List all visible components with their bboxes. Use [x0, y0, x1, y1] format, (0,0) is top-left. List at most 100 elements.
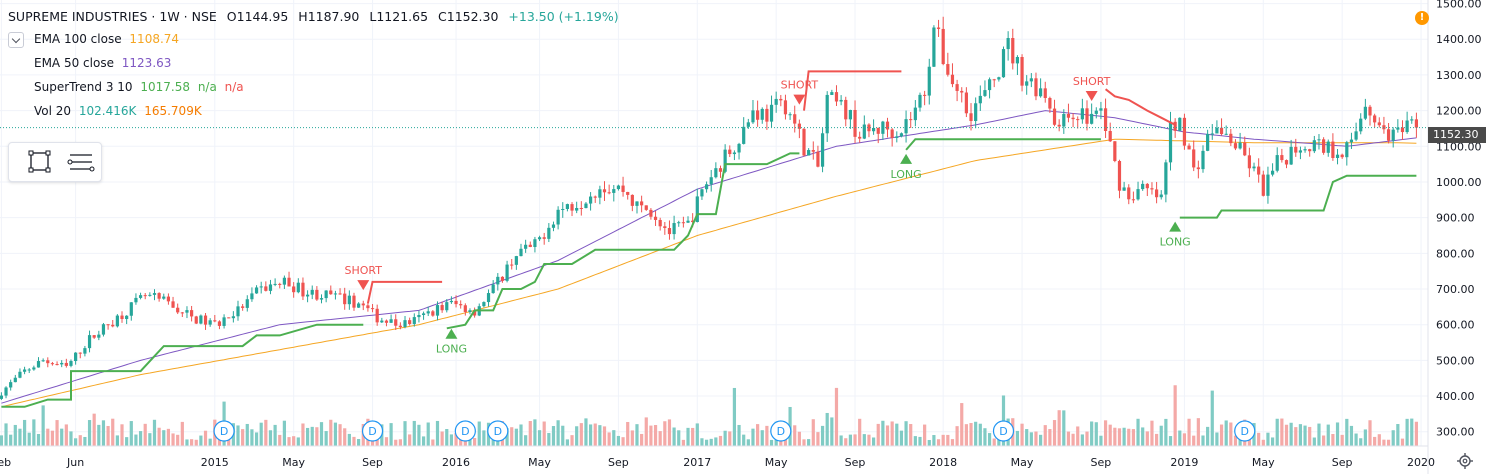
short-signal-label: SHORT [781, 79, 819, 92]
time-axis[interactable]: Feb Jun 2015 May Sep 2016 May Sep 2017 May Sep 2018… [0, 445, 1435, 469]
candle-body [27, 369, 31, 371]
volume-bar [333, 422, 338, 446]
indicator-ema50[interactable]: EMA 50 close 1123.63 [34, 56, 171, 70]
candle-body [1210, 133, 1214, 135]
volume-bar [459, 436, 463, 446]
candle-body [862, 124, 866, 139]
time-tick-label: Sep [845, 456, 866, 469]
volume-bar [1187, 418, 1191, 446]
volume-bar [87, 420, 92, 446]
volume-bar [751, 428, 755, 446]
price-axis[interactable]: 1500.00 1400.00 1300.00 1200.00 1100.00 1000.… [1427, 0, 1482, 474]
volume-bar [50, 430, 55, 446]
volume-bar [1141, 427, 1145, 446]
volume-bar [899, 430, 904, 446]
volume-bar [616, 435, 621, 446]
candle-body [1015, 56, 1020, 64]
volume-bar [1335, 422, 1340, 446]
dividend-marker-icon[interactable]: D [1234, 420, 1256, 442]
volume-bar [1233, 435, 1238, 446]
candle-body [1243, 142, 1247, 156]
symbol-title[interactable]: SUPREME INDUSTRIES · 1W · NSE [8, 9, 217, 24]
long-signal-label: LONG [1160, 236, 1191, 249]
volume-bar [1373, 436, 1377, 446]
volume-bar [403, 421, 407, 446]
candle-body [1229, 133, 1233, 144]
indicator-value: 1108.74 [129, 32, 180, 46]
volume-bar [176, 434, 180, 446]
candle-body [728, 149, 732, 155]
candle-body [41, 360, 45, 362]
dividend-marker-icon[interactable]: D [992, 420, 1015, 442]
candle-body [1136, 189, 1140, 200]
candle-body [1396, 127, 1400, 130]
candle-body [1131, 199, 1135, 201]
volume-bar [1039, 434, 1043, 446]
volume-bar [1145, 431, 1149, 446]
alert-icon[interactable]: ! [1415, 11, 1429, 25]
candle-body [686, 220, 690, 223]
volume-bar [394, 439, 398, 446]
indicator-ema100[interactable]: EMA 100 close 1108.74 [34, 32, 179, 46]
settings-gear-icon[interactable] [1457, 453, 1473, 469]
candle-body [1298, 150, 1303, 153]
volume-bar [449, 434, 454, 446]
candle-body [797, 123, 801, 129]
indicator-volume[interactable]: Vol 20 102.416K 165.709K [34, 104, 202, 118]
candle-body [528, 244, 532, 247]
candle-body [899, 133, 904, 137]
volume-bar [640, 433, 644, 446]
dividend-marker-icon[interactable]: D [361, 420, 384, 442]
collapse-chevron-icon[interactable] [8, 32, 24, 48]
volume-bar [1345, 418, 1349, 446]
volume-bar [918, 436, 922, 446]
dividend-marker-icon[interactable]: D [454, 420, 476, 442]
candle-body [1173, 121, 1177, 131]
dividend-marker-circle [1234, 420, 1256, 442]
candle-body [417, 314, 421, 318]
candle-body [445, 302, 449, 311]
volume-bar [858, 418, 862, 446]
volume-bar [1090, 421, 1094, 446]
candle-body [1001, 49, 1006, 78]
candle-body [960, 90, 964, 93]
time-tick-label: Sep [1091, 456, 1112, 469]
volume-bar [264, 419, 268, 446]
rectangle-tool-icon[interactable] [25, 148, 55, 176]
volume-bar [250, 429, 254, 446]
candle-body [50, 363, 55, 365]
candle-body [858, 136, 862, 139]
candle-body [213, 320, 217, 322]
volume-bar [844, 438, 848, 446]
volume-bar [296, 437, 300, 446]
volume-bar [268, 430, 273, 446]
volume-bar [157, 427, 161, 446]
volume-bar [969, 423, 973, 446]
volume-bar [389, 423, 393, 446]
volume-bar [171, 433, 175, 446]
candle-body [820, 133, 825, 167]
volume-bar [1266, 432, 1270, 446]
volume-bar [305, 427, 310, 446]
dividend-marker-icon[interactable]: D [213, 420, 235, 442]
candle-body [1261, 174, 1265, 196]
dividend-marker-icon[interactable]: D [487, 420, 509, 442]
indicator-supertrend[interactable]: SuperTrend 3 10 1017.58 n/a n/a [34, 80, 244, 94]
candle-body [138, 295, 143, 298]
dividend-marker-icon[interactable]: D [770, 420, 792, 442]
candle-body [964, 92, 968, 114]
volume-bar [602, 426, 607, 446]
candle-body [143, 295, 147, 297]
candle-body [254, 287, 259, 294]
price-tick-label: 1100.00 [1436, 140, 1482, 153]
candle-body [1164, 162, 1168, 195]
volume-bar [885, 425, 890, 446]
candle-body [547, 227, 551, 239]
time-tick-label: 2019 [1170, 456, 1198, 469]
volume-bar [704, 439, 709, 446]
candle-body [426, 311, 430, 314]
candle-body [463, 305, 467, 312]
candle-body [115, 315, 119, 327]
lines-tool-icon[interactable] [65, 148, 95, 176]
